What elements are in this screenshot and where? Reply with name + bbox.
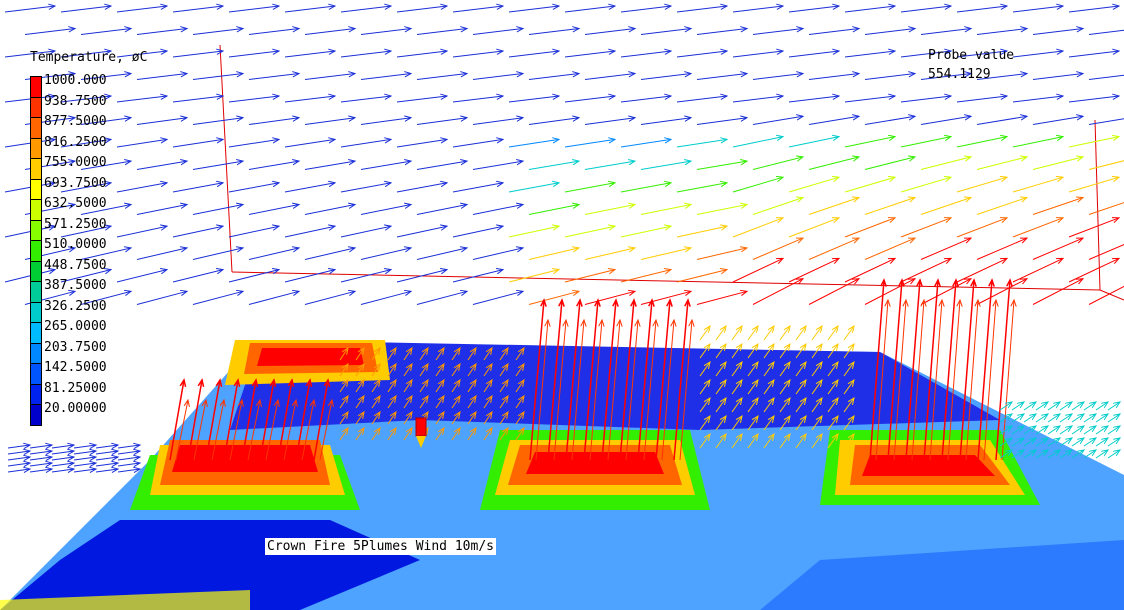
legend-swatch [30, 240, 42, 262]
legend-label: 571.2500 [44, 216, 107, 232]
probe-marker[interactable] [415, 417, 427, 448]
legend-label: 510.0000 [44, 237, 107, 252]
probe-value: 554.1129 [928, 67, 991, 82]
legend-swatch [30, 219, 42, 241]
legend-label: 265.0000 [44, 319, 107, 334]
legend-label: 755.0000 [44, 155, 107, 170]
legend-swatch [30, 322, 42, 344]
legend-swatch [30, 117, 42, 139]
fire-source-1 [130, 440, 360, 510]
legend-label: 142.5000 [44, 360, 107, 375]
temperature-legend: 1000.000 938.7500 877.5000 816.2500 755.0000… [30, 73, 160, 426]
fire-source-2 [225, 340, 390, 385]
legend-swatch [30, 137, 42, 159]
legend-swatch [30, 404, 42, 426]
legend-swatch [30, 301, 42, 323]
plume-vector-field [169, 278, 1122, 461]
legend-swatch [30, 363, 42, 385]
probe-label: Probe value [928, 48, 1015, 63]
legend-label: 326.2500 [44, 298, 107, 314]
legend-swatch [30, 199, 42, 221]
wind-vector-field [4, 3, 1124, 474]
legend-label: 387.5000 [44, 278, 107, 293]
legend-label: 448.7500 [44, 257, 107, 273]
legend-label: 81.25000 [44, 380, 107, 396]
legend-label: 938.7500 [44, 93, 107, 109]
legend-label: 1000.000 [44, 73, 107, 88]
case-title: Crown Fire 5Plumes Wind 10m/s [265, 538, 496, 555]
legend-swatch [30, 178, 42, 200]
legend-swatch [30, 76, 42, 98]
legend-label: 20.00000 [44, 401, 107, 416]
legend-label: 816.2500 [44, 134, 107, 150]
legend-label: 632.5000 [44, 196, 107, 211]
legend-label: 877.5000 [44, 114, 107, 129]
legend-title: Temperature, øC [30, 50, 148, 65]
legend-label: 203.7500 [44, 339, 107, 355]
legend-swatch [30, 383, 42, 405]
legend-swatch [30, 281, 42, 303]
legend-label: 693.7500 [44, 175, 107, 191]
legend-swatch [30, 158, 42, 180]
domain-outline [219, 44, 1124, 301]
legend-swatch [30, 96, 42, 118]
legend-swatch [30, 342, 42, 364]
legend-swatch [30, 260, 42, 282]
